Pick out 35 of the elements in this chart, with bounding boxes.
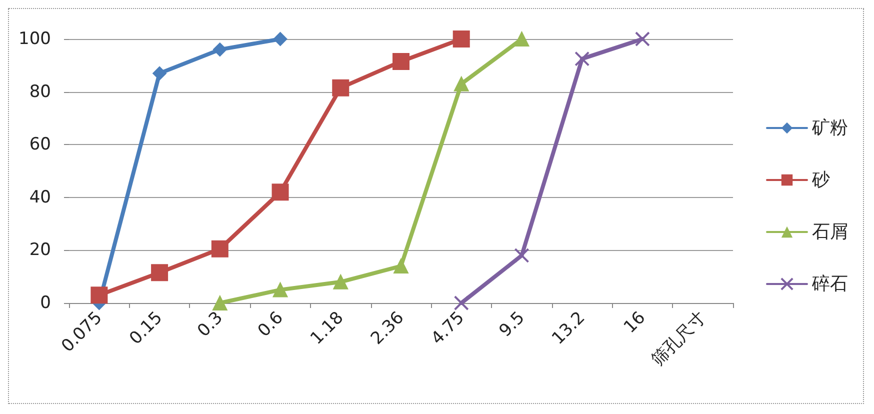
point	[454, 76, 469, 92]
point	[273, 32, 288, 46]
point	[452, 30, 470, 48]
legend-label: 矿粉	[811, 118, 848, 138]
y-tick-label: 100	[18, 29, 51, 49]
x-tick-label: 9.5	[496, 308, 529, 342]
y-tick-label: 40	[29, 187, 51, 208]
point	[333, 274, 348, 290]
point	[211, 240, 228, 258]
point	[152, 66, 167, 80]
legend-label: 砂	[811, 170, 830, 190]
y-tick-label: 0	[40, 293, 51, 313]
x-tick-label: 0.6	[254, 308, 288, 342]
y-tick-label: 80	[29, 82, 51, 102]
point	[212, 296, 228, 310]
point	[514, 32, 530, 46]
point	[634, 32, 650, 46]
x-tick-label: 0.3	[194, 308, 227, 342]
legend-label: 碎石	[811, 274, 848, 294]
point	[514, 248, 530, 263]
y-tick-label: 60	[29, 134, 51, 155]
point	[151, 264, 168, 282]
point	[394, 258, 408, 274]
point	[574, 51, 590, 66]
point	[90, 286, 108, 304]
point	[332, 79, 350, 96]
point	[272, 184, 289, 201]
x-tick-label: 16	[620, 308, 650, 338]
legend-label: 石屑	[812, 222, 848, 242]
x-tick-label: 筛孔尺寸	[648, 308, 710, 370]
point	[212, 42, 227, 57]
point	[272, 282, 288, 298]
point	[392, 52, 410, 70]
y-tick-label: 20	[29, 240, 51, 260]
point	[454, 296, 469, 310]
